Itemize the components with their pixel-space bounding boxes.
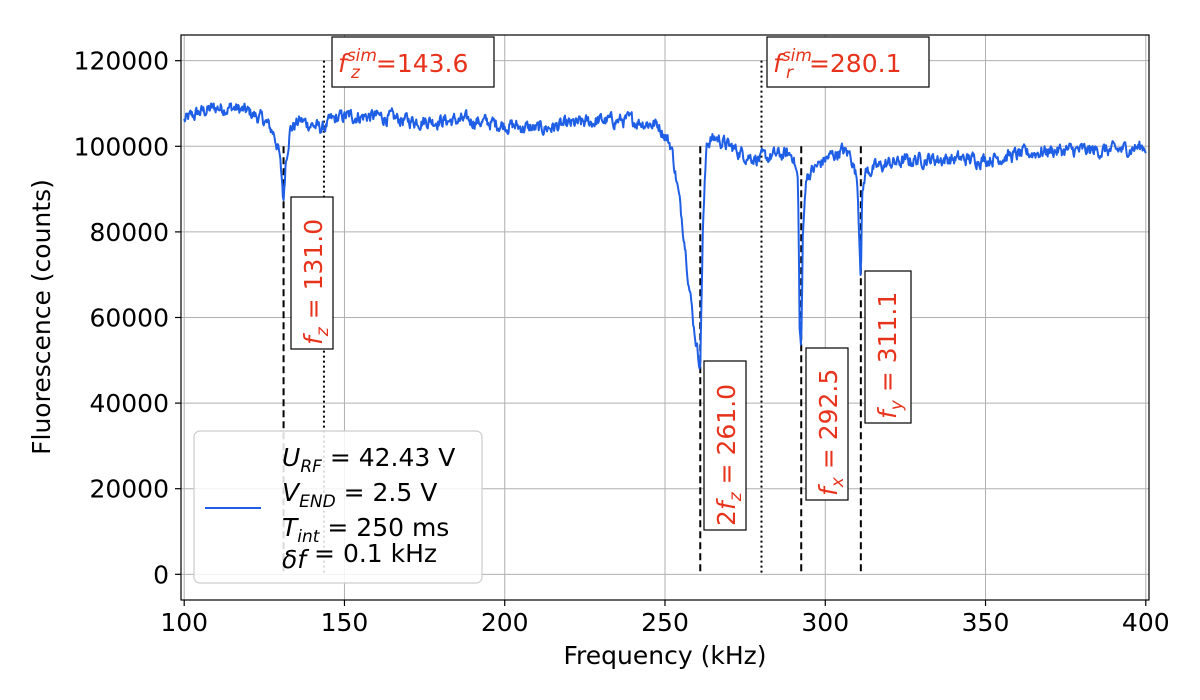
svg-text:fy = 311.1: fy = 311.1: [873, 292, 907, 419]
y-axis-label: Fluorescence (counts): [27, 179, 56, 455]
legend-line-3: Tint = 250 ms: [282, 513, 449, 547]
legend-line-2: VEND = 2.5 V: [282, 478, 437, 512]
y-tick-label: 20000: [89, 475, 169, 504]
x-tick-label: 250: [641, 608, 689, 637]
svg-text:fx = 292.5: fx = 292.5: [814, 369, 848, 496]
y-tick-label: 120000: [74, 47, 169, 76]
x-tick-label: 150: [321, 608, 369, 637]
x-axis-label: Frequency (kHz): [563, 641, 766, 670]
y-tick-label: 0: [153, 560, 169, 589]
x-tick-label: 400: [1122, 608, 1170, 637]
x-tick-label: 350: [962, 608, 1010, 637]
annotation-fz: fz = 131.0: [290, 196, 334, 350]
legend-box: [193, 430, 483, 584]
y-axis-ticks: 0 20000 40000 60000 80000 100000 120000: [74, 47, 181, 589]
annotation-2fz: 2fz = 261.0: [703, 360, 747, 531]
annotation-fz-sim: fsim z =143.6: [331, 36, 495, 88]
x-axis-ticks: 100 150 200 250 300 350 400: [160, 600, 1170, 637]
y-tick-label: 60000: [89, 304, 169, 333]
svg-text:2fz = 261.0: 2fz = 261.0: [712, 384, 746, 526]
legend-line-4: δf = 0.1 kHz: [282, 539, 437, 574]
x-tick-label: 100: [160, 608, 208, 637]
legend-line-1: URF = 42.43 V: [282, 443, 455, 477]
svg-text:fz = 131.0: fz = 131.0: [299, 219, 333, 345]
annotation-fy: fy = 311.1: [864, 270, 912, 424]
x-tick-label: 300: [801, 608, 849, 637]
annotation-fx: fx = 292.5: [805, 347, 849, 501]
fluorescence-series-line: [183, 102, 1147, 370]
y-tick-label: 40000: [89, 389, 169, 418]
y-tick-label: 100000: [74, 132, 169, 161]
y-tick-label: 80000: [89, 218, 169, 247]
x-tick-label: 200: [481, 608, 529, 637]
legend: URF = 42.43 V VEND = 2.5 V Tint = 250 ms…: [193, 430, 483, 584]
annotation-fr-sim: fsim r =280.1: [766, 36, 930, 88]
